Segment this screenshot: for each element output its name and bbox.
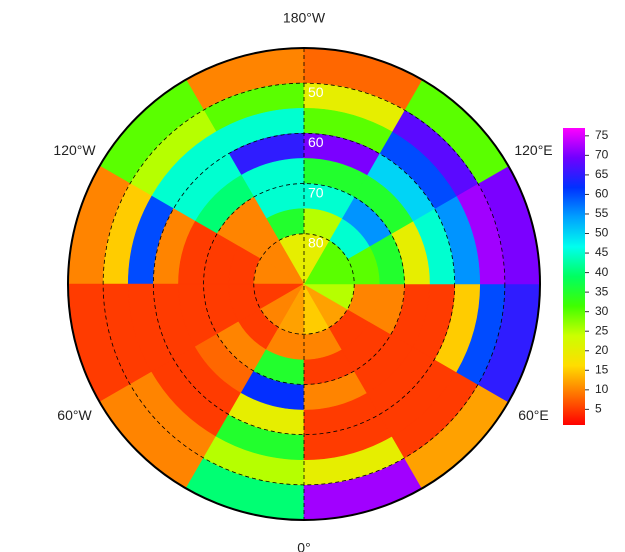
lon-label: 60°W — [57, 407, 92, 423]
colorbar-tick-label: 35 — [595, 284, 609, 298]
colorbar-tick-label: 45 — [595, 245, 609, 259]
lon-label: 120°E — [514, 142, 552, 158]
lat-circle — [253, 233, 355, 335]
colorbar-tick-label: 55 — [595, 206, 609, 220]
colorbar-tick-label: 65 — [595, 167, 609, 181]
colorbar-tick-label: 30 — [595, 304, 609, 318]
lat-label: 50 — [308, 84, 324, 100]
map-field — [68, 48, 540, 520]
colorbar-tick-label: 10 — [595, 382, 609, 396]
lon-label: 0° — [297, 540, 310, 552]
lon-label: 60°E — [518, 407, 549, 423]
colorbar-tick-label: 15 — [595, 362, 609, 376]
lon-label: 120°W — [53, 142, 96, 158]
colorbar — [563, 128, 585, 425]
lat-label: 60 — [308, 134, 324, 150]
colorbar-tick-label: 20 — [595, 343, 609, 357]
lat-label: 70 — [308, 184, 324, 200]
colorbar-tick-label: 60 — [595, 187, 609, 201]
colorbar-tick-label: 75 — [595, 128, 609, 142]
colorbar-tick-label: 40 — [595, 265, 609, 279]
colorbar-tick-label: 25 — [595, 323, 609, 337]
map-border — [67, 47, 541, 521]
lat-label: 80 — [308, 234, 324, 250]
colorbar-tick-label: 50 — [595, 226, 609, 240]
lon-label: 180°W — [283, 10, 326, 26]
colorbar-tick-label: 5 — [595, 402, 602, 416]
map-overlay: 50 60 70 80 180°W 0° 120°W 120°E 60°W 60°E — [53, 10, 552, 552]
colorbar-tick-label: 70 — [595, 148, 609, 162]
